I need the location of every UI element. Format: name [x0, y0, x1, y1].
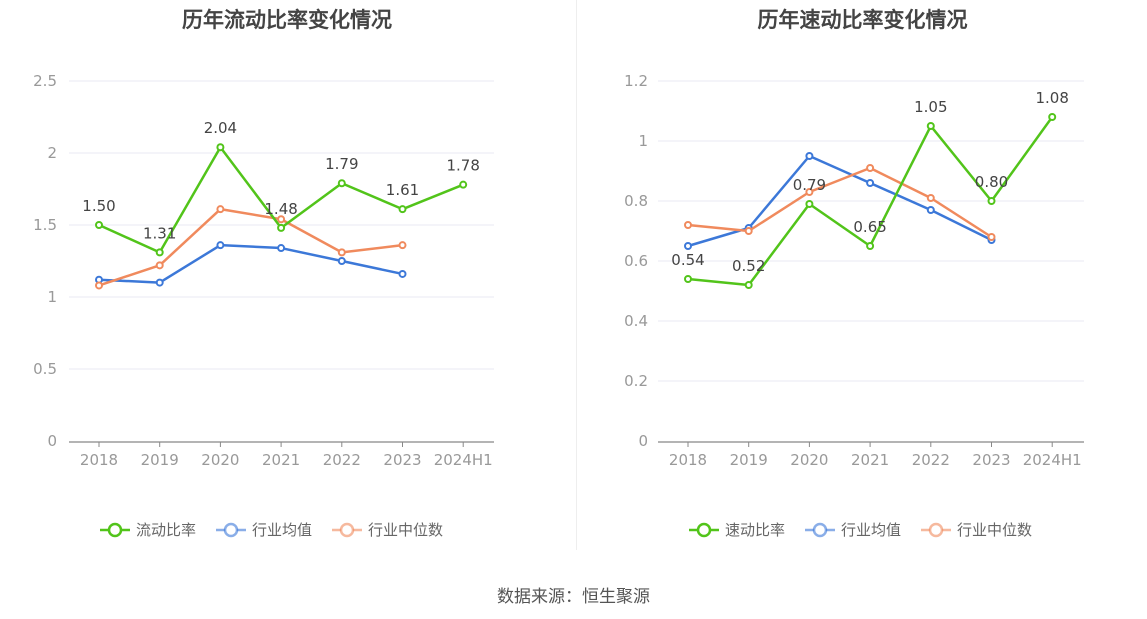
- data-point[interactable]: [987, 233, 996, 241]
- data-point[interactable]: [95, 281, 103, 290]
- x-tick-label: 2022: [323, 451, 361, 469]
- data-label: 1.78: [446, 157, 479, 175]
- data-point[interactable]: [398, 241, 407, 250]
- x-tick-label: 2018: [669, 451, 707, 469]
- data-point[interactable]: [684, 275, 692, 283]
- data-point[interactable]: [337, 257, 346, 265]
- y-tick-label: 0.8: [624, 192, 648, 210]
- data-point[interactable]: [1048, 113, 1057, 121]
- legend-label[interactable]: 行业均值: [252, 521, 312, 539]
- chart-title: 历年流动比率变化情况: [182, 8, 392, 32]
- data-label: 0.52: [732, 257, 765, 275]
- y-tick-label: 2: [47, 144, 57, 162]
- data-point[interactable]: [337, 179, 346, 188]
- x-tick-label: 2021: [262, 451, 300, 469]
- data-point[interactable]: [926, 194, 935, 202]
- series-line-2: [687, 166, 993, 239]
- y-tick-label: 1: [47, 288, 57, 306]
- x-tick-label: 2020: [790, 451, 828, 469]
- data-point[interactable]: [155, 248, 164, 257]
- legend-label[interactable]: 速动比率: [725, 521, 785, 539]
- y-tick-label: 0: [47, 432, 57, 450]
- quick-ratio-svg: 0 0.2 0.4 0.6 0.8 1 1.2 2018 2019 2020 2021 2022 202…: [624, 72, 1084, 539]
- data-label: 1.48: [264, 200, 297, 218]
- legend-marker[interactable]: [107, 522, 123, 538]
- y-tick-label: 0.2: [624, 372, 648, 390]
- data-point[interactable]: [398, 205, 407, 214]
- chart-title: 历年速动比率变化情况: [757, 8, 968, 32]
- y-tick-label: 1.5: [33, 216, 57, 234]
- x-tick-label: 2024H1: [434, 451, 493, 469]
- data-point[interactable]: [95, 221, 103, 229]
- data-point[interactable]: [866, 179, 875, 187]
- data-point[interactable]: [398, 269, 407, 278]
- legend-marker[interactable]: [812, 522, 828, 538]
- data-point[interactable]: [684, 242, 692, 250]
- data-label: 1.50: [82, 197, 115, 215]
- data-point[interactable]: [805, 188, 814, 196]
- data-point[interactable]: [744, 281, 753, 289]
- data-label: 1.79: [325, 155, 358, 173]
- data-label: 0.54: [671, 251, 704, 269]
- legend-label[interactable]: 行业均值: [841, 521, 901, 539]
- y-tick-label: 1.2: [624, 72, 648, 90]
- data-label: 0.65: [853, 218, 886, 236]
- x-tick-label: 2021: [851, 451, 889, 469]
- y-tick-label: 0.6: [624, 252, 648, 270]
- data-point[interactable]: [926, 122, 935, 130]
- data-point[interactable]: [277, 215, 286, 224]
- data-point[interactable]: [277, 244, 286, 253]
- data-label: 1.61: [386, 181, 419, 199]
- x-tick-label: 2018: [80, 451, 118, 469]
- x-tick-label: 2022: [912, 451, 950, 469]
- series-line-2: [98, 207, 403, 287]
- x-tick-label: 2019: [730, 451, 768, 469]
- data-point[interactable]: [216, 143, 225, 152]
- y-tick-label: 1: [638, 132, 648, 150]
- panel-divider: [576, 0, 577, 550]
- data-label: 1.05: [914, 98, 947, 116]
- current-ratio-svg: 0 0.5 1 1.5 2 2.5 2018 2019 2020 2021 2022 2023 2024…: [33, 72, 494, 539]
- data-point[interactable]: [805, 200, 814, 208]
- y-tick-label: 0: [638, 432, 648, 450]
- x-tick-label: 2023: [383, 451, 421, 469]
- data-source: 数据来源：恒生聚源: [497, 587, 650, 607]
- y-tick-label: 2.5: [33, 72, 57, 90]
- legend-marker[interactable]: [339, 522, 355, 538]
- x-tick-label: 2019: [141, 451, 179, 469]
- x-tick-label: 2023: [972, 451, 1010, 469]
- legend-marker[interactable]: [928, 522, 944, 538]
- series-line-1: [98, 243, 403, 284]
- data-point[interactable]: [866, 164, 875, 172]
- x-tick-label: 2024H1: [1023, 451, 1082, 469]
- data-point[interactable]: [987, 197, 996, 205]
- data-label: 2.04: [204, 119, 237, 137]
- data-point[interactable]: [459, 180, 468, 189]
- legend-label[interactable]: 流动比率: [136, 521, 196, 539]
- legend-marker[interactable]: [223, 522, 239, 538]
- data-point[interactable]: [216, 205, 225, 214]
- data-point[interactable]: [216, 241, 225, 250]
- data-point[interactable]: [155, 261, 164, 270]
- data-point[interactable]: [926, 206, 935, 214]
- legend-marker[interactable]: [696, 522, 712, 538]
- legend-label[interactable]: 行业中位数: [957, 521, 1032, 539]
- data-point[interactable]: [866, 242, 875, 250]
- data-label: 0.80: [975, 173, 1008, 191]
- x-tick-label: 2020: [201, 451, 239, 469]
- data-point[interactable]: [805, 152, 814, 160]
- data-label: 1.08: [1035, 89, 1068, 107]
- data-point[interactable]: [277, 223, 286, 232]
- current-ratio-chart: 历年流动比率变化情况 0 0.5 1 1.5 2 2.5 2018 2019 2020 2021 2…: [0, 0, 574, 550]
- data-point[interactable]: [337, 248, 346, 257]
- data-label: 0.79: [793, 176, 826, 194]
- y-tick-label: 0.5: [33, 360, 57, 378]
- data-point[interactable]: [684, 221, 692, 229]
- data-point[interactable]: [155, 278, 164, 287]
- data-label: 1.31: [143, 224, 176, 242]
- quick-ratio-chart: 历年速动比率变化情况 0 0.2 0.4 0.6 0.8 1 1.2 2018 2019 2020…: [578, 0, 1147, 550]
- y-tick-label: 0.4: [624, 312, 648, 330]
- data-point[interactable]: [744, 227, 753, 235]
- legend-label[interactable]: 行业中位数: [368, 521, 443, 539]
